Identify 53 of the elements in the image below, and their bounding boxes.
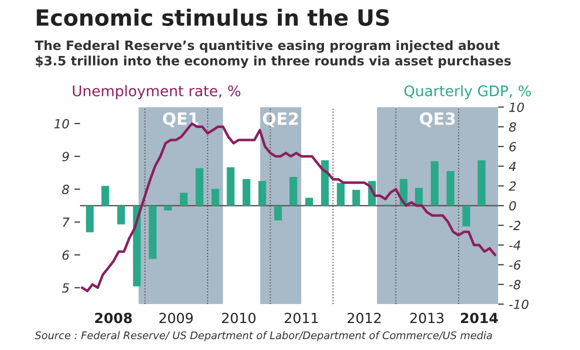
x-tick-label: 2010 (222, 312, 256, 324)
bar (101, 186, 110, 206)
bar (226, 167, 235, 206)
bar (430, 161, 439, 206)
bar (242, 179, 250, 206)
bar (212, 188, 220, 206)
y2-tick-label: -8 (509, 280, 521, 290)
x-tick-label: 2008 (95, 312, 132, 324)
x-tick-label: 2014 (460, 312, 498, 324)
bar (478, 160, 486, 206)
bar (305, 198, 313, 206)
bar (336, 182, 345, 206)
y2-tick-label: -4 (509, 240, 520, 250)
bar (196, 168, 204, 206)
y-tick-label: 5 (62, 283, 69, 293)
y2-tick-label: -10 (509, 300, 528, 310)
y2-tick-label: 0 (509, 201, 516, 211)
bar (446, 171, 454, 206)
chart-title: Economic stimulus in the US (36, 8, 389, 26)
y2-tick-label: 2 (508, 181, 516, 191)
y2-tick-label: 4 (508, 162, 516, 171)
y-tick-label: 6 (62, 250, 70, 260)
bar (86, 206, 94, 232)
chart-subtitle: The Federal Reserve’s quantitive easing program injected about $3.5 trillion into the economy in three rounds via asset purchases (34, 40, 511, 68)
band-label: QE3 (420, 112, 455, 128)
x-tick-label: 2011 (284, 312, 318, 324)
y-tick-label: 7 (62, 218, 70, 227)
bar (180, 192, 188, 206)
bar (462, 206, 470, 226)
y2-tick-label: 6 (509, 142, 516, 152)
y-tick-label: 8 (62, 184, 70, 194)
y2-tick-label: 10 (509, 102, 524, 112)
y-tick-label: 10 (54, 118, 69, 128)
x-tick-label: 2012 (348, 312, 381, 324)
band-label: QE2 (262, 112, 298, 128)
bar (164, 206, 172, 211)
bar (289, 177, 298, 206)
bar (352, 190, 360, 206)
band-label: QE1 (163, 112, 198, 128)
x-tick-label: 2013 (410, 312, 444, 324)
bar (117, 206, 125, 224)
bar (274, 206, 282, 220)
y2-tick-label: -2 (509, 220, 520, 230)
bar (148, 206, 157, 259)
bar (321, 160, 329, 206)
x-tick-label: 2009 (159, 312, 193, 324)
source-note: Source : Federal Reserve/ US Department of Labor/Department of Commerce/US media (34, 331, 492, 342)
y2-tick-label: 8 (509, 122, 516, 132)
y-tick-label: 9 (62, 152, 69, 162)
y2-tick-label: -6 (509, 260, 521, 270)
y2-axis-title: Quarterly GDP, % (404, 85, 531, 100)
y-axis-title: Unemployment rate, % (72, 85, 240, 100)
bar (258, 180, 266, 206)
